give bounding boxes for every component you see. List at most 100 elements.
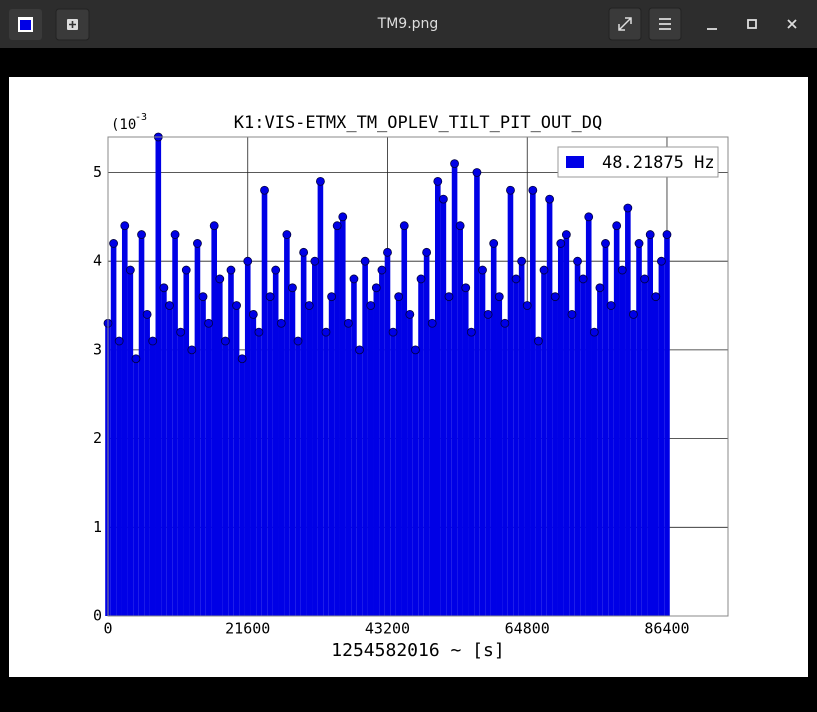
stem-marker bbox=[612, 221, 622, 231]
stem-marker bbox=[109, 239, 118, 248]
stem-marker bbox=[159, 283, 169, 293]
x-tick-label: 86400 bbox=[644, 620, 689, 638]
stem-marker bbox=[634, 239, 644, 248]
stem-marker bbox=[528, 185, 538, 195]
chart-title: K1:VIS-ETMX_TM_OPLEV_TILT_PIT_OUT_DQ bbox=[234, 113, 602, 133]
stem-marker bbox=[304, 301, 314, 310]
stem-marker bbox=[640, 274, 650, 284]
stem-marker bbox=[343, 318, 353, 328]
stem-marker bbox=[500, 318, 510, 328]
stem-marker bbox=[181, 265, 191, 275]
stem-marker bbox=[550, 292, 560, 302]
stem-marker bbox=[276, 318, 286, 328]
stem-marker bbox=[125, 265, 135, 275]
stem-marker bbox=[288, 283, 297, 293]
legend-label: 48.21875 Hz bbox=[602, 153, 715, 173]
stem-marker bbox=[355, 345, 364, 355]
fullscreen-icon bbox=[618, 17, 632, 31]
stem-marker bbox=[265, 292, 275, 302]
plus bbox=[69, 21, 76, 28]
stem-marker bbox=[662, 230, 672, 239]
stem-marker bbox=[438, 194, 448, 204]
stem-marker bbox=[578, 274, 588, 284]
plot-frame bbox=[107, 136, 729, 617]
stem-marker bbox=[656, 256, 666, 266]
close-button[interactable] bbox=[787, 19, 797, 29]
stem-marker bbox=[567, 310, 577, 319]
stem-marker bbox=[193, 239, 202, 248]
stem-marker bbox=[316, 176, 325, 186]
stem-marker bbox=[595, 283, 605, 293]
stem-marker bbox=[204, 318, 214, 328]
stem-marker bbox=[248, 310, 258, 319]
menu-icon bbox=[659, 18, 671, 30]
y-tick-label: 4 bbox=[93, 252, 102, 270]
stem-marker bbox=[589, 327, 599, 337]
stem-marker bbox=[388, 327, 398, 337]
stem-marker bbox=[494, 292, 504, 302]
stem-marker bbox=[584, 212, 594, 222]
y-tick-label: 2 bbox=[93, 429, 102, 447]
stem-marker bbox=[601, 239, 610, 248]
stem-marker bbox=[561, 230, 571, 239]
stem-marker bbox=[366, 301, 376, 310]
plot: 0 1 2 3 4 5 0 21600 43200 64800 86400 48.21875 Hz bbox=[93, 132, 729, 638]
y-tick-label: 1 bbox=[93, 518, 102, 536]
stem-marker bbox=[120, 221, 130, 231]
stem-marker bbox=[450, 159, 459, 169]
window-title: TM9.png bbox=[377, 16, 439, 32]
stem-marker bbox=[461, 283, 471, 293]
stem-marker bbox=[299, 247, 309, 257]
stem-marker bbox=[522, 301, 532, 310]
stem-marker bbox=[165, 301, 174, 310]
stem-marker bbox=[243, 256, 253, 266]
stem-marker bbox=[545, 194, 554, 204]
stem-marker bbox=[260, 185, 269, 195]
stem-marker bbox=[209, 221, 219, 231]
stem-marker bbox=[321, 327, 331, 337]
stem-marker bbox=[411, 345, 420, 355]
y-tick-label: 3 bbox=[93, 340, 102, 358]
maximize-button[interactable] bbox=[747, 19, 757, 29]
stem-marker bbox=[517, 256, 527, 266]
stem-marker bbox=[142, 310, 152, 319]
stem-marker bbox=[360, 256, 370, 266]
stem-marker bbox=[198, 292, 208, 302]
stem-marker bbox=[187, 345, 197, 355]
stem-marker bbox=[506, 185, 515, 195]
legend-box bbox=[557, 146, 719, 178]
y-tick-label: 5 bbox=[93, 163, 102, 181]
stem-marker bbox=[455, 221, 465, 231]
stem-marker bbox=[466, 327, 476, 337]
stem-marker bbox=[220, 336, 230, 346]
stem-marker bbox=[422, 247, 432, 257]
stem-marker bbox=[472, 168, 482, 177]
stem-marker bbox=[349, 274, 359, 284]
stem-marker bbox=[114, 336, 124, 346]
stem-marker bbox=[483, 310, 493, 319]
x-tick-label: 43200 bbox=[365, 620, 410, 638]
stem-marker bbox=[215, 274, 225, 284]
stem-marker bbox=[131, 354, 141, 364]
stem-marker bbox=[383, 247, 392, 257]
stem-marker bbox=[606, 301, 616, 310]
stem-marker bbox=[534, 336, 543, 346]
stem-marker bbox=[332, 221, 342, 231]
stem-marker bbox=[416, 274, 426, 284]
stem-marker bbox=[237, 354, 247, 364]
stem-marker bbox=[617, 265, 627, 275]
stem-marker bbox=[405, 310, 415, 319]
stem-marker bbox=[556, 239, 566, 248]
stem-marker bbox=[271, 265, 281, 275]
stem-marker bbox=[399, 221, 409, 231]
stem-marker bbox=[232, 301, 241, 310]
stem-marker bbox=[433, 176, 443, 186]
stem-marker bbox=[645, 230, 655, 239]
stem-marker bbox=[651, 292, 661, 302]
stem-marker bbox=[573, 256, 582, 266]
stem-marker bbox=[254, 327, 264, 337]
stem-marker bbox=[282, 230, 292, 239]
stem-marker bbox=[371, 283, 381, 293]
stem-marker bbox=[338, 212, 348, 222]
